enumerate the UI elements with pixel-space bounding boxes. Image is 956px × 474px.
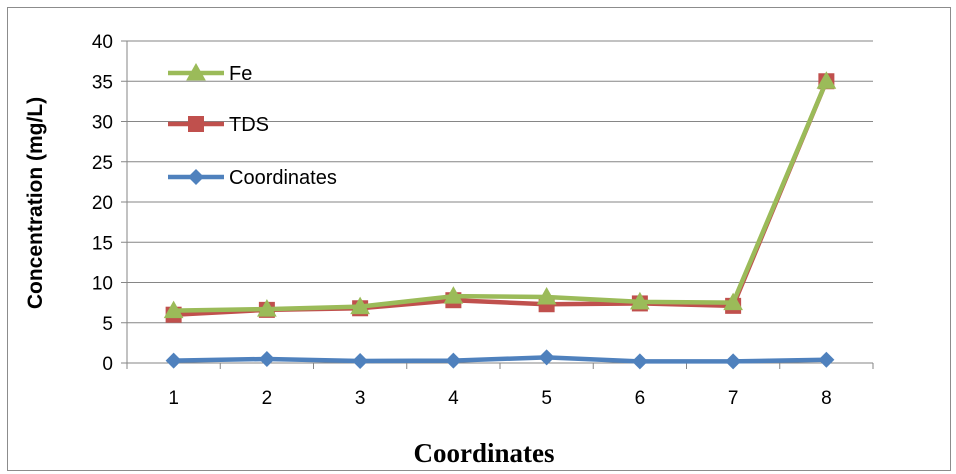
series-layer bbox=[163, 71, 837, 370]
x-tick-label: 3 bbox=[355, 388, 366, 409]
x-tick-label: 5 bbox=[541, 388, 552, 409]
legend-entry-coordinates: Coordinates bbox=[168, 167, 337, 189]
data-point-fe bbox=[630, 291, 650, 310]
data-point-fe bbox=[816, 71, 837, 89]
series-fe bbox=[163, 71, 837, 319]
data-point-coordinates bbox=[725, 353, 742, 370]
legend-entry-fe: Fe bbox=[168, 62, 252, 85]
y-tick-label: 30 bbox=[92, 113, 113, 134]
data-point-coordinates bbox=[538, 349, 555, 366]
data-point-coordinates bbox=[258, 350, 275, 367]
data-point-coordinates bbox=[165, 352, 182, 369]
series-line-fe bbox=[173, 80, 829, 313]
data-point-coordinates bbox=[445, 352, 462, 369]
data-point-coordinates bbox=[631, 353, 648, 370]
legend-label-fe: Fe bbox=[229, 63, 252, 85]
y-tick-label: 35 bbox=[92, 72, 113, 93]
data-point-fe bbox=[350, 296, 370, 315]
legend: Fe TDS Coordinates bbox=[168, 62, 337, 189]
y-tick-label: 10 bbox=[92, 274, 113, 295]
y-tick-label: 25 bbox=[92, 153, 113, 174]
x-tick-label: 8 bbox=[821, 388, 832, 409]
y-axis-label: Concentration (mg/L) bbox=[24, 97, 47, 309]
x-tick-label: 1 bbox=[168, 388, 179, 409]
chart-frame bbox=[7, 7, 951, 471]
legend-marker-coordinates bbox=[188, 169, 204, 185]
legend-label-coordinates: Coordinates bbox=[229, 167, 337, 189]
y-tick-label: 0 bbox=[102, 354, 113, 375]
x-tick-label: 2 bbox=[262, 388, 273, 409]
data-point-fe bbox=[723, 292, 743, 311]
data-point-coordinates bbox=[352, 352, 369, 369]
data-point-fe bbox=[163, 300, 184, 319]
x-tick-label: 7 bbox=[728, 388, 739, 409]
series-coordinates bbox=[165, 349, 835, 370]
x-tick-label: 4 bbox=[448, 388, 459, 409]
legend-label-tds: TDS bbox=[229, 114, 269, 136]
y-tick-label: 5 bbox=[102, 314, 113, 335]
series-line-coordinates bbox=[173, 355, 827, 364]
x-tick-label: 6 bbox=[635, 388, 646, 409]
series-line-tds bbox=[173, 80, 829, 317]
data-point-fe bbox=[536, 286, 557, 305]
data-point-fe bbox=[443, 286, 464, 304]
x-axis-label: Coordinates bbox=[414, 438, 555, 468]
gridlines bbox=[127, 40, 873, 324]
y-tick-label: 15 bbox=[92, 233, 113, 254]
legend-marker-tds bbox=[188, 116, 204, 132]
y-tick-label: 20 bbox=[92, 193, 113, 214]
data-point-coordinates bbox=[818, 351, 835, 368]
axes: 0 5 10 15 20 25 30 35 40 1 2 3 4 5 6 7 8 bbox=[92, 32, 874, 409]
y-tick-label: 40 bbox=[92, 32, 113, 53]
series-tds bbox=[165, 73, 835, 323]
data-point-fe bbox=[257, 299, 277, 317]
legend-entry-tds: TDS bbox=[168, 114, 269, 136]
legend-marker-fe bbox=[186, 62, 206, 81]
